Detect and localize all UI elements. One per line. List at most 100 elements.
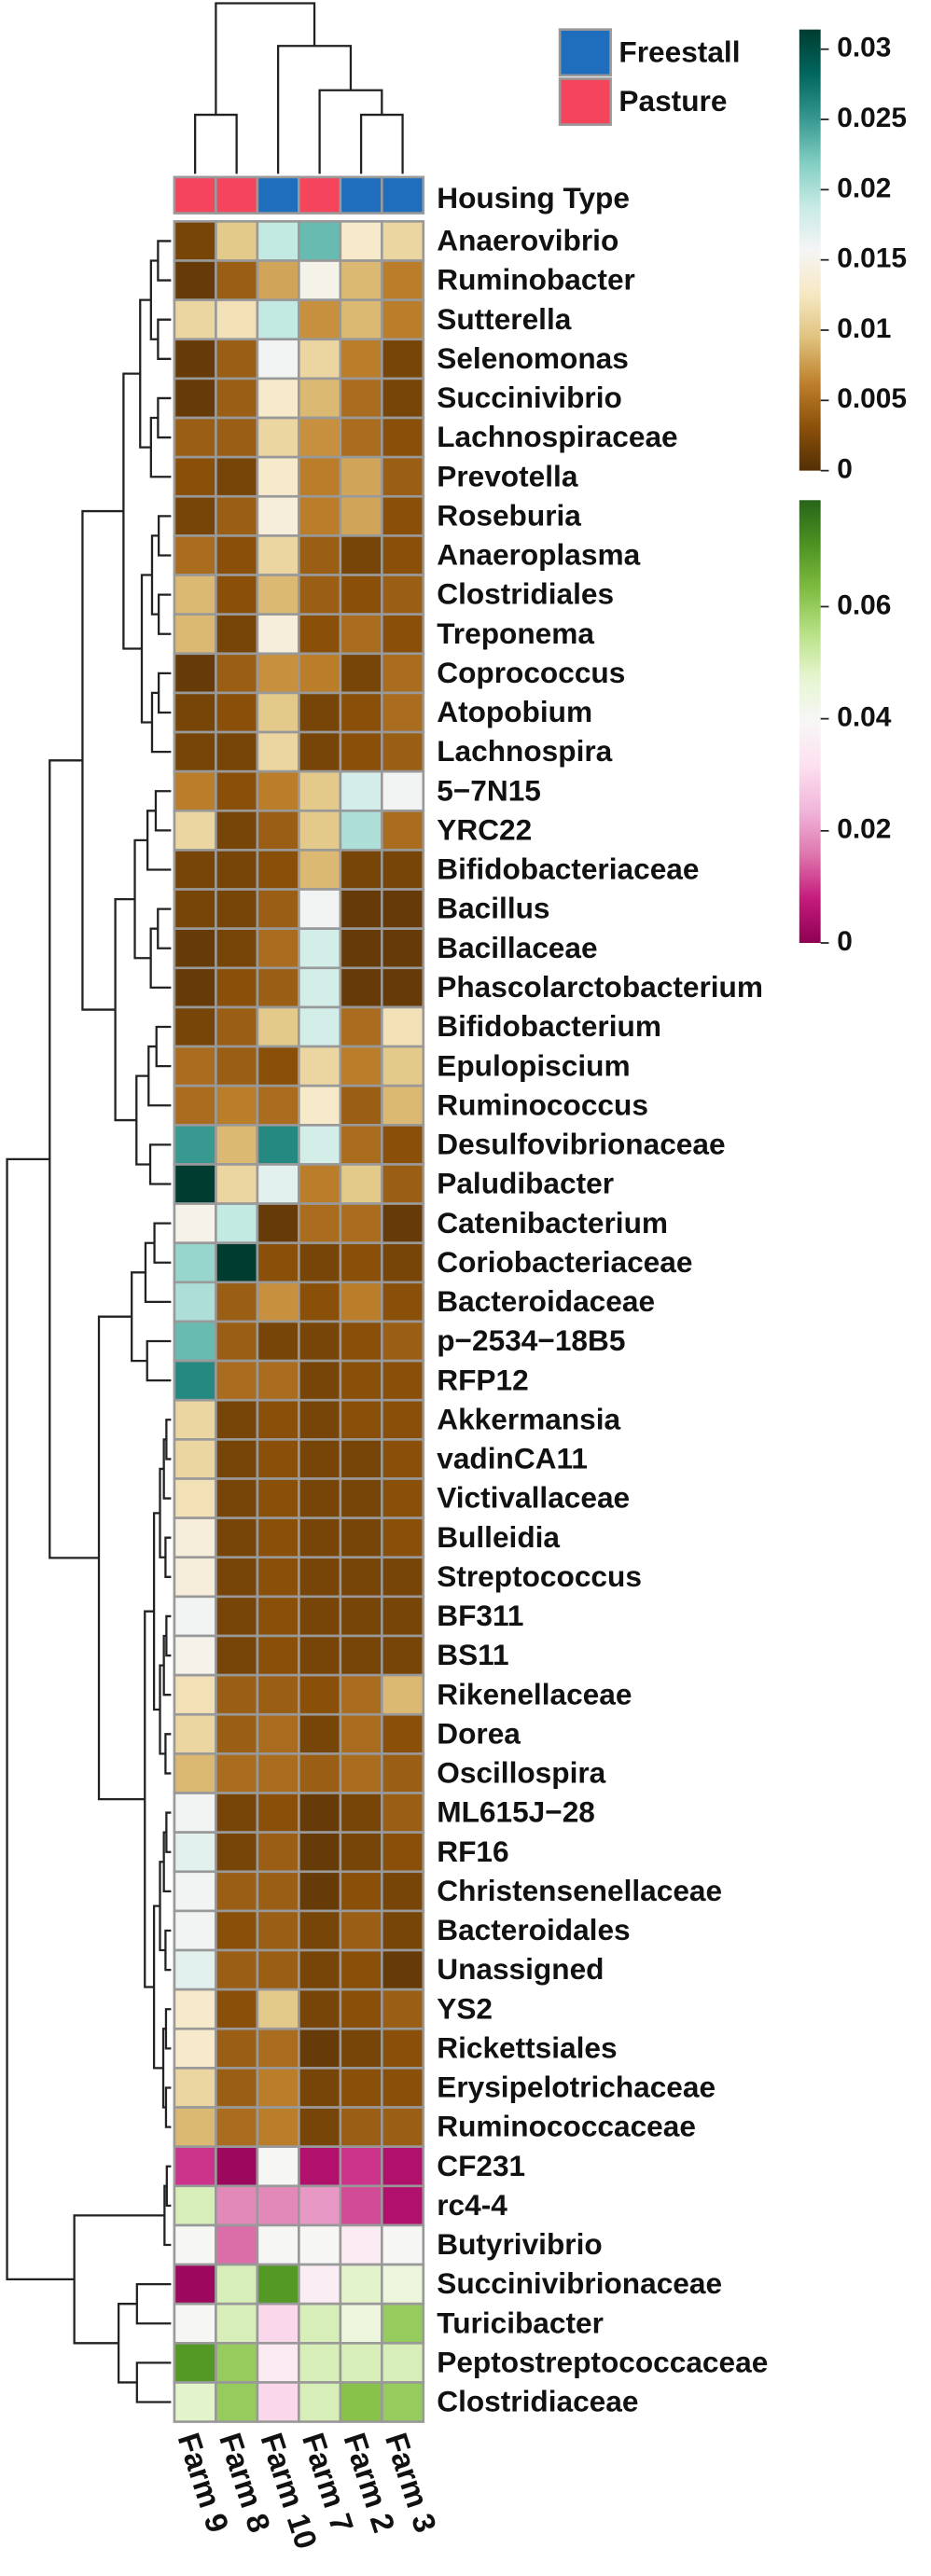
heatmap-cell: [339, 1556, 383, 1599]
heatmap-cell: [381, 1005, 425, 1048]
heatmap-cell: [381, 574, 425, 616]
heatmap-cell: [381, 2381, 425, 2423]
heatmap-cell: [173, 1673, 217, 1716]
row-label: Desulfovibrionaceae: [437, 1128, 725, 1161]
heatmap-cell: [298, 1241, 342, 1284]
heatmap-cell: [173, 1792, 217, 1834]
legend-label: Pasture: [618, 84, 727, 118]
housing-cell: [256, 175, 300, 215]
housing-cell: [298, 175, 342, 215]
legend-swatch: [558, 28, 612, 77]
dendrogram: [73, 2214, 165, 2345]
heatmap-cell: [381, 1045, 425, 1087]
heatmap-cell: [298, 1948, 342, 1991]
heatmap-cell: [339, 298, 383, 341]
dendrogram: [164, 1733, 172, 1775]
heatmap-cell: [339, 2381, 383, 2423]
row-label: Lachnospira: [437, 734, 612, 768]
heatmap-cell: [339, 2067, 383, 2109]
heatmap-cell: [256, 259, 300, 301]
dendrogram: [215, 2, 316, 116]
heatmap-cell: [173, 2106, 217, 2148]
heatmap-cell: [381, 1241, 425, 1284]
dendrogram: [157, 907, 172, 949]
heatmap-cell: [339, 1359, 383, 1402]
heatmap-cell: [215, 1517, 259, 1559]
heatmap-cell: [173, 1163, 217, 1205]
dendrogram: [164, 2086, 172, 2128]
heatmap-cell: [256, 1634, 300, 1677]
row-label: Epulopiscium: [437, 1048, 630, 1082]
heatmap-cell: [339, 1634, 383, 1677]
heatmap-cell: [256, 2027, 300, 2070]
heatmap-cell: [256, 1005, 300, 1048]
heatmap-cell: [381, 730, 425, 773]
heatmap-cell: [215, 888, 259, 931]
dendrogram: [114, 897, 137, 1122]
heatmap-cell: [173, 1320, 217, 1363]
heatmap-cell: [339, 1438, 383, 1480]
row-label: rc4-4: [437, 2188, 507, 2222]
row-label: YRC22: [437, 812, 532, 846]
dendrogram: [165, 1419, 172, 1461]
heatmap-cell: [339, 1241, 383, 1284]
heatmap-cell: [298, 1556, 342, 1599]
colorbar: [799, 29, 821, 471]
colorbar-tick-label: 0.04: [837, 702, 892, 733]
heatmap-cell: [381, 613, 425, 656]
heatmap-cell: [215, 2027, 259, 2070]
colorbar-tick-label: 0.02: [837, 173, 891, 203]
heatmap-cell: [298, 1831, 342, 1874]
heatmap-cell: [339, 730, 383, 773]
heatmap-cell: [298, 574, 342, 616]
heatmap-cell: [173, 849, 217, 891]
heatmap-cell: [215, 2067, 259, 2109]
heatmap-cell: [256, 2302, 300, 2345]
heatmap-cell: [381, 849, 425, 891]
dendrogram: [144, 1610, 155, 1988]
heatmap-cell: [339, 2263, 383, 2306]
dendrogram: [157, 593, 172, 635]
dendrogram: [164, 2008, 172, 2050]
heatmap-cell: [339, 1163, 383, 1205]
row-label: Bifidobacteriaceae: [437, 852, 699, 886]
heatmap-cell: [215, 730, 259, 773]
heatmap-cell: [381, 2067, 425, 2109]
heatmap-cell: [215, 416, 259, 459]
heatmap-cell: [173, 1241, 217, 1284]
row-label: Bacteroidales: [437, 1913, 630, 1946]
heatmap-cell: [298, 966, 342, 1009]
heatmap-cell: [298, 1673, 342, 1716]
heatmap-cell: [173, 1281, 217, 1323]
dendrogram: [164, 1536, 172, 1578]
heatmap-cell: [173, 1084, 217, 1127]
heatmap-cell: [381, 1831, 425, 1874]
heatmap-cell: [256, 298, 300, 341]
heatmap-cell: [215, 927, 259, 970]
heatmap-cell: [298, 416, 342, 459]
heatmap-cell: [298, 1438, 342, 1480]
heatmap-cell: [215, 574, 259, 616]
heatmap-cell: [339, 769, 383, 812]
row-label: Streptococcus: [437, 1559, 642, 1593]
heatmap-cell: [173, 1045, 217, 1087]
heatmap-cell: [215, 1870, 259, 1913]
heatmap-cell: [173, 613, 217, 656]
colorbar-tick-label: 0: [837, 454, 853, 485]
row-label: Anaerovibrio: [437, 224, 618, 257]
heatmap-cell: [256, 1163, 300, 1205]
heatmap-cell: [256, 1202, 300, 1245]
heatmap-cell: [256, 1595, 300, 1638]
heatmap-cell: [298, 1517, 342, 1559]
heatmap-cell: [256, 769, 300, 812]
heatmap-cell: [256, 1084, 300, 1127]
heatmap-cell: [339, 377, 383, 420]
heatmap-cell: [215, 220, 259, 262]
row-label: Catenibacterium: [437, 1206, 668, 1240]
heatmap-cell: [215, 1320, 259, 1363]
heatmap-cell: [256, 2263, 300, 2306]
heatmap-cell: [215, 1084, 259, 1127]
heatmap-cell: [215, 1673, 259, 1716]
heatmap-cell: [215, 1163, 259, 1205]
